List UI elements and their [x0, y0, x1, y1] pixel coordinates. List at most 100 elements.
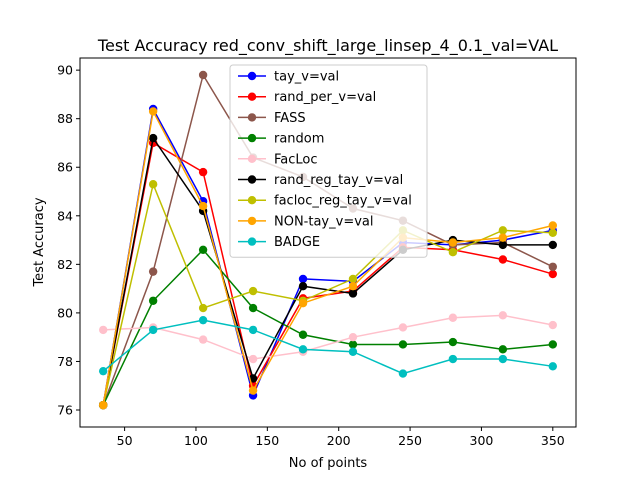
legend-label: NON-tay_v=val: [274, 214, 374, 229]
data-point: [198, 303, 208, 313]
data-point: [248, 325, 258, 335]
data-point: [448, 313, 458, 322]
data-point: [148, 133, 158, 143]
x-tick-label: 300: [470, 433, 494, 448]
legend-item: BADGE: [238, 235, 320, 250]
data-point: [98, 366, 108, 376]
x-tick-label: 150: [255, 433, 279, 448]
legend-label: facloc_reg_tay_v=val: [274, 194, 412, 209]
legend: tay_v=val rand_per_v=val FASS random FacLoc r…: [229, 64, 428, 258]
y-tick-label: 90: [57, 63, 73, 78]
legend-marker: [247, 154, 257, 163]
data-point: [148, 296, 158, 305]
data-point: [398, 369, 408, 378]
legend-marker: [247, 133, 257, 143]
legend-item: FASS: [238, 111, 306, 126]
data-point: [348, 281, 358, 291]
legend-label: BADGE: [274, 235, 320, 250]
series-BADGE: [98, 315, 558, 378]
legend-label: rand_reg_tay_v=val: [274, 173, 403, 188]
x-axis-label: No of points: [289, 456, 368, 471]
data-point: [548, 221, 558, 230]
legend-box: [229, 64, 428, 258]
y-axis-label: Test Accuracy: [32, 197, 47, 287]
y-tick-label: 88: [57, 111, 73, 126]
data-point: [498, 255, 508, 264]
legend-label: random: [274, 132, 324, 147]
data-point: [548, 240, 558, 250]
data-point: [298, 281, 308, 291]
y-tick-label: 84: [57, 208, 73, 223]
data-point: [498, 226, 508, 235]
data-point: [548, 340, 558, 349]
data-point: [448, 248, 458, 257]
series-line: [102, 248, 553, 406]
series-facloc_reg_tay_v=val: [98, 180, 558, 410]
data-point: [498, 354, 508, 364]
x-tick-label: 100: [184, 433, 208, 448]
chart-title: Test Accuracy red_conv_shift_large_linse…: [97, 36, 558, 56]
legend-label: FacLoc: [274, 152, 318, 167]
legend-marker: [247, 113, 257, 122]
legend-item: rand_reg_tay_v=val: [238, 173, 403, 188]
x-tick-label: 350: [541, 433, 565, 448]
data-point: [448, 238, 458, 247]
data-point: [448, 354, 458, 364]
data-point: [198, 167, 208, 177]
x-axis: 50 100 150 200 250 300 350: [117, 427, 565, 448]
data-point: [348, 274, 358, 284]
data-point: [298, 345, 308, 354]
legend-marker: [247, 92, 257, 101]
data-point: [248, 286, 258, 296]
data-point: [298, 298, 308, 308]
legend-item: tay_v=val: [238, 70, 339, 85]
data-point: [398, 323, 408, 332]
legend-marker: [247, 71, 257, 81]
legend-label: FASS: [274, 111, 306, 126]
legend-item: NON-tay_v=val: [238, 214, 374, 229]
x-tick-label: 250: [398, 433, 422, 448]
data-point: [548, 262, 558, 271]
series-line: [103, 314, 553, 360]
data-point: [148, 180, 158, 189]
data-point: [348, 340, 358, 349]
y-tick-label: 82: [57, 257, 73, 272]
y-tick-label: 78: [57, 354, 73, 369]
data-point: [98, 400, 108, 410]
series-line: [102, 109, 553, 406]
data-point: [198, 335, 208, 344]
data-point: [348, 289, 358, 298]
plot-frame: [79, 57, 577, 428]
data-point: [298, 330, 308, 339]
x-tick-label: 200: [327, 433, 351, 448]
legend-item: FacLoc: [238, 152, 318, 167]
x-tick-label: 50: [117, 433, 133, 448]
series-line: [102, 181, 553, 406]
legend-marker: [247, 196, 257, 205]
data-point: [498, 311, 508, 320]
legend-item: random: [238, 132, 324, 147]
data-point: [548, 228, 558, 237]
data-point: [298, 274, 308, 284]
y-tick-label: 76: [57, 403, 73, 418]
data-point: [498, 240, 508, 250]
data-point: [248, 303, 258, 313]
series-line: [102, 319, 553, 375]
y-axis: 76 78 80 82 84 86 88 90: [57, 63, 80, 418]
data-point: [448, 337, 458, 347]
data-point: [148, 107, 158, 116]
data-point: [198, 201, 208, 211]
data-point: [248, 354, 258, 364]
data-point: [198, 245, 208, 254]
legend-item: facloc_reg_tay_v=val: [238, 194, 412, 209]
data-point: [198, 315, 208, 325]
data-point: [348, 332, 358, 342]
data-point: [398, 340, 408, 349]
data-point: [498, 233, 508, 242]
data-point: [98, 325, 108, 335]
series-random: [98, 245, 558, 410]
series-FacLoc: [98, 311, 558, 364]
legend-marker: [247, 237, 257, 246]
legend-label: tay_v=val: [274, 70, 339, 85]
